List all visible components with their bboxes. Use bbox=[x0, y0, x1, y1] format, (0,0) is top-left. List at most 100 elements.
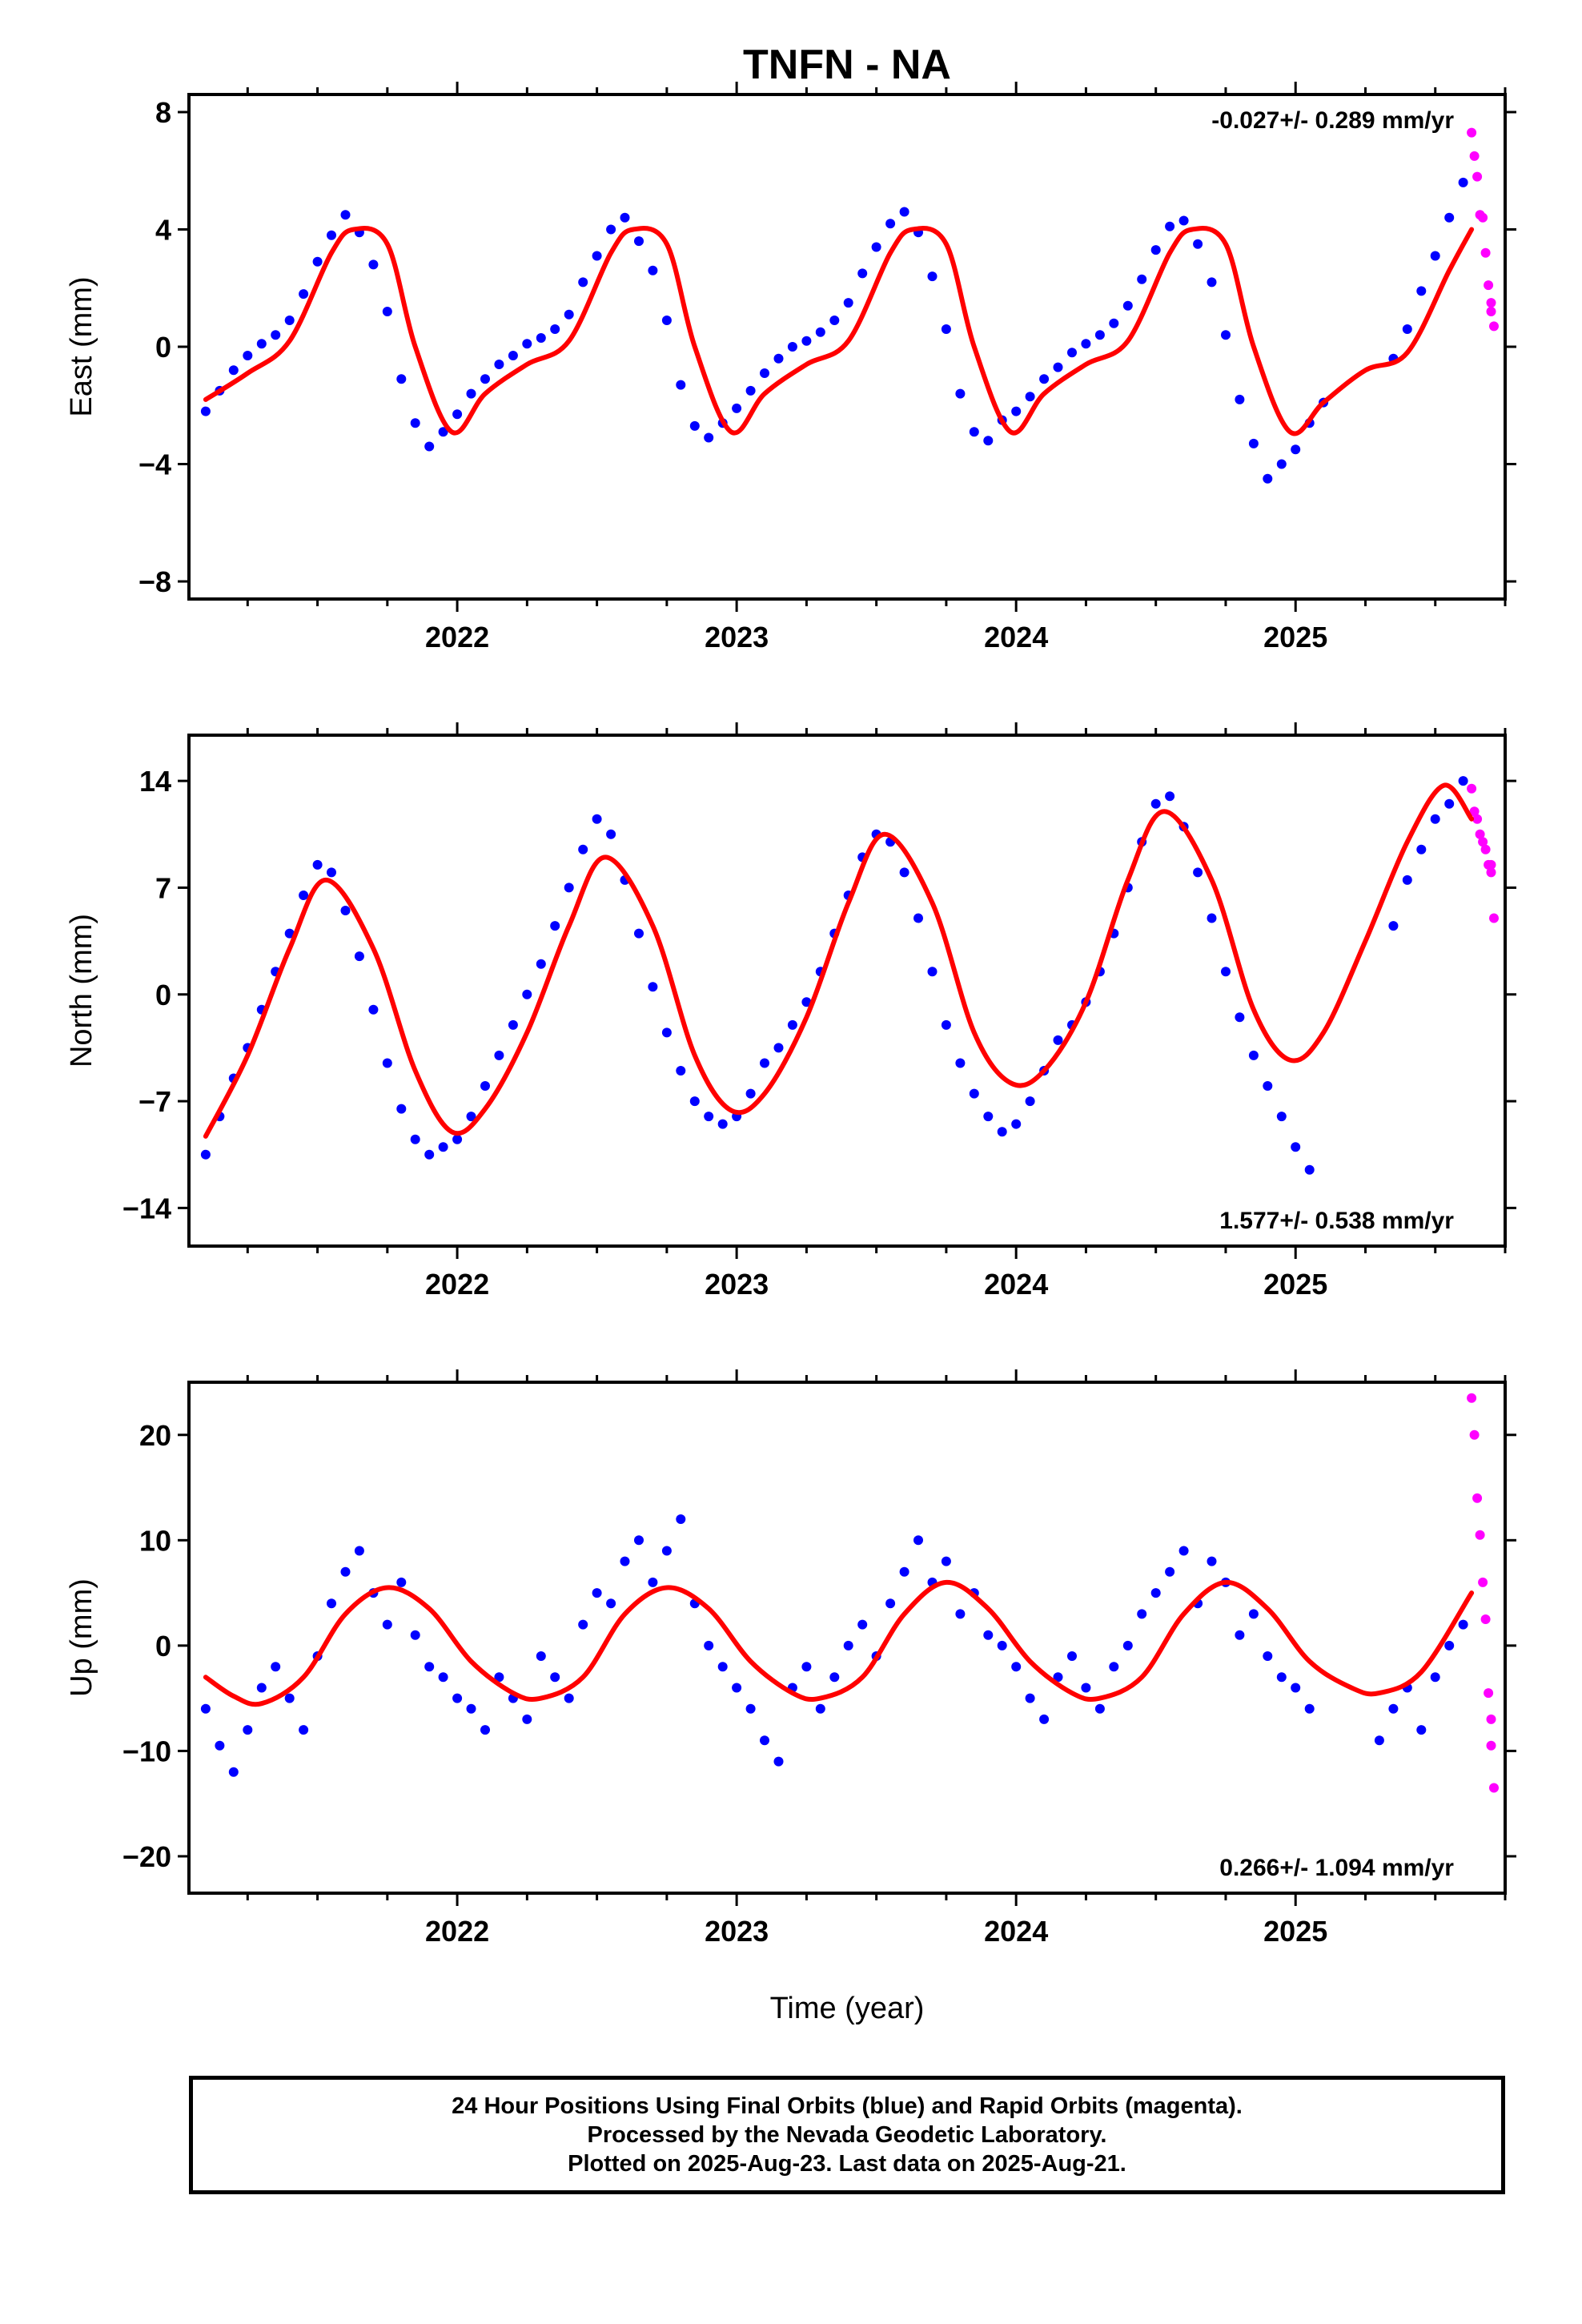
north-final-point bbox=[1011, 1120, 1021, 1129]
north-final-point bbox=[327, 867, 336, 877]
up-final-point bbox=[718, 1662, 728, 1671]
up-final-point bbox=[411, 1630, 420, 1640]
up-final-point bbox=[662, 1546, 672, 1556]
north-velocity-label: 1.577+/- 0.538 mm/yr bbox=[1219, 1208, 1454, 1234]
east-final-point bbox=[424, 442, 434, 452]
north-final-point bbox=[1165, 791, 1174, 801]
north-final-point bbox=[368, 1005, 378, 1015]
up-final-point bbox=[1431, 1672, 1440, 1682]
east-ytick-label: 8 bbox=[155, 96, 171, 129]
east-final-point bbox=[1109, 319, 1118, 328]
east-final-point bbox=[970, 427, 979, 436]
up-final-point bbox=[439, 1672, 448, 1682]
up-ytick-label: 0 bbox=[155, 1630, 171, 1663]
east-ytick-label: −8 bbox=[139, 565, 171, 598]
up-ytick-label: 20 bbox=[139, 1419, 171, 1452]
north-final-point bbox=[704, 1112, 713, 1121]
east-rapid-point bbox=[1470, 151, 1480, 161]
north-ytick-label: 7 bbox=[155, 871, 171, 904]
east-final-point bbox=[1444, 213, 1454, 223]
north-final-point bbox=[1444, 799, 1454, 809]
north-ytick-label: 0 bbox=[155, 979, 171, 1011]
panels-group: −8−40482022 2023 2024 2025East (mm)-0.027+/… bbox=[65, 82, 1516, 1948]
east-y-axis-title: East (mm) bbox=[65, 276, 98, 416]
up-final-point bbox=[201, 1704, 211, 1714]
up-y-axis-title: Up (mm) bbox=[65, 1578, 98, 1697]
up-final-point bbox=[1095, 1704, 1105, 1714]
up-rapid-point bbox=[1487, 1741, 1496, 1751]
north-final-point bbox=[452, 1135, 462, 1144]
east-final-point bbox=[341, 210, 351, 219]
east-final-point bbox=[760, 368, 769, 378]
north-xtick-label: 2023 bbox=[705, 1268, 769, 1301]
up-final-point bbox=[1388, 1704, 1398, 1714]
north-final-point bbox=[313, 860, 323, 870]
north-final-point bbox=[1193, 867, 1203, 877]
north-final-point bbox=[970, 1089, 979, 1099]
chart-title: TNFN - NA bbox=[743, 42, 951, 88]
up-final-point bbox=[1277, 1672, 1287, 1682]
north-xtick-label: 2022 bbox=[425, 1268, 489, 1301]
caption-line-2: Processed by the Nevada Geodetic Laborat… bbox=[588, 2121, 1107, 2149]
up-frame bbox=[189, 1382, 1505, 1893]
north-final-point bbox=[396, 1104, 406, 1114]
up-rapid-point bbox=[1489, 1783, 1499, 1793]
east-final-point bbox=[900, 207, 909, 217]
up-model-curve bbox=[206, 1582, 1472, 1704]
up-ytick-label: −20 bbox=[122, 1840, 171, 1873]
up-final-point bbox=[257, 1683, 267, 1693]
up-rapid-point bbox=[1481, 1614, 1491, 1624]
up-final-point bbox=[998, 1641, 1007, 1651]
east-final-point bbox=[285, 316, 295, 325]
north-final-point bbox=[355, 951, 364, 961]
east-final-point bbox=[271, 330, 280, 340]
east-rapid-point bbox=[1472, 172, 1482, 182]
up-rapid-point bbox=[1487, 1715, 1496, 1724]
up-final-point bbox=[942, 1557, 951, 1566]
north-final-point bbox=[1263, 1081, 1272, 1091]
east-final-point bbox=[1011, 407, 1021, 416]
east-final-point bbox=[1151, 245, 1161, 255]
north-final-point bbox=[494, 1051, 504, 1060]
up-final-point bbox=[801, 1662, 811, 1671]
up-final-point bbox=[564, 1694, 574, 1703]
up-final-point bbox=[1165, 1567, 1174, 1577]
north-final-point bbox=[383, 1059, 392, 1068]
east-final-point bbox=[313, 257, 323, 267]
north-rapid-point bbox=[1487, 867, 1496, 877]
east-final-point bbox=[606, 225, 616, 235]
up-final-point bbox=[648, 1578, 657, 1587]
east-rapid-point bbox=[1489, 321, 1499, 331]
up-ytick-label: 10 bbox=[139, 1524, 171, 1557]
up-rapid-point bbox=[1484, 1688, 1493, 1698]
east-final-point bbox=[648, 266, 657, 275]
east-rapid-point bbox=[1481, 248, 1491, 258]
east-final-point bbox=[1221, 330, 1231, 340]
up-final-point bbox=[620, 1557, 630, 1566]
up-final-point bbox=[1459, 1620, 1468, 1630]
east-final-point bbox=[829, 316, 839, 325]
up-rapid-point bbox=[1470, 1430, 1480, 1440]
east-final-point bbox=[746, 386, 756, 396]
north-final-point bbox=[634, 929, 644, 939]
north-plot-area bbox=[201, 776, 1499, 1175]
east-final-point bbox=[983, 436, 993, 445]
up-final-point bbox=[1137, 1609, 1146, 1618]
north-final-point bbox=[439, 1142, 448, 1152]
east-final-point bbox=[522, 339, 532, 348]
east-final-point bbox=[243, 351, 252, 360]
up-xtick-label: 2022 bbox=[425, 1915, 489, 1948]
up-final-point bbox=[327, 1598, 336, 1608]
up-final-point bbox=[1305, 1704, 1315, 1714]
east-ytick-label: 0 bbox=[155, 331, 171, 364]
north-final-point bbox=[578, 845, 588, 854]
up-final-point bbox=[383, 1620, 392, 1630]
east-final-point bbox=[634, 236, 644, 246]
east-final-point bbox=[1067, 348, 1077, 357]
up-final-point bbox=[732, 1683, 741, 1693]
east-final-point bbox=[1095, 330, 1105, 340]
east-final-point bbox=[1026, 392, 1035, 401]
east-final-point bbox=[1431, 251, 1440, 261]
up-final-point bbox=[676, 1514, 685, 1524]
north-final-point bbox=[592, 814, 602, 824]
